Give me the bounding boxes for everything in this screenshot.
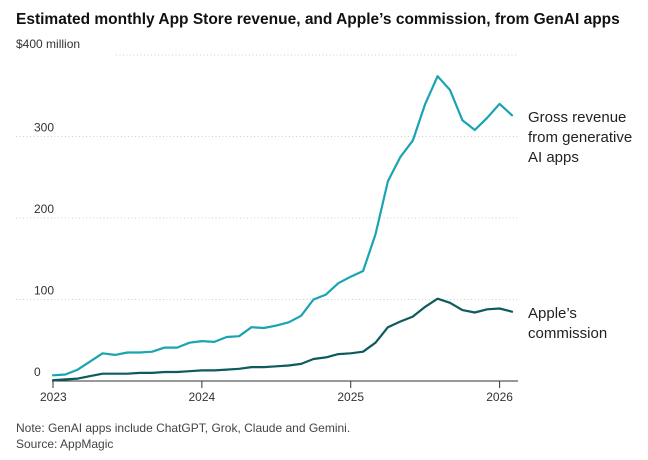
apple-commission-line: [51, 297, 514, 382]
grid-lines: [16, 54, 518, 300]
y-tick-label: 0: [34, 365, 41, 379]
series-labels: Gross revenue from generative AI apps Apple…: [528, 109, 632, 342]
y-tick-label: 200: [34, 202, 54, 216]
y-tick-label: 100: [34, 284, 54, 298]
x-axis-ticks: 2023 2024 2025 2026: [40, 381, 513, 404]
y-unit-label: $400 million: [16, 37, 80, 51]
gross-revenue-label: AI apps: [528, 149, 579, 166]
y-tick-label: 300: [34, 121, 54, 135]
apple-commission-label: Apple’s: [528, 305, 577, 322]
x-tick-label: 2025: [337, 390, 364, 404]
series-lines: [51, 75, 514, 382]
y-axis-ticks: 0 100 200 300: [34, 121, 54, 380]
chart-title: Estimated monthly App Store revenue, and…: [16, 11, 620, 28]
x-tick-label: 2024: [189, 390, 216, 404]
x-tick-label: 2026: [486, 390, 513, 404]
gross-revenue-line: [51, 75, 514, 377]
chart-note: Note: GenAI apps include ChatGPT, Grok, …: [16, 421, 350, 435]
chart-source: Source: AppMagic: [16, 437, 113, 451]
x-tick-label: 2023: [40, 390, 67, 404]
apple-commission-label: commission: [528, 325, 607, 342]
gross-revenue-label: from generative: [528, 129, 632, 146]
gross-revenue-label: Gross revenue: [528, 109, 626, 126]
